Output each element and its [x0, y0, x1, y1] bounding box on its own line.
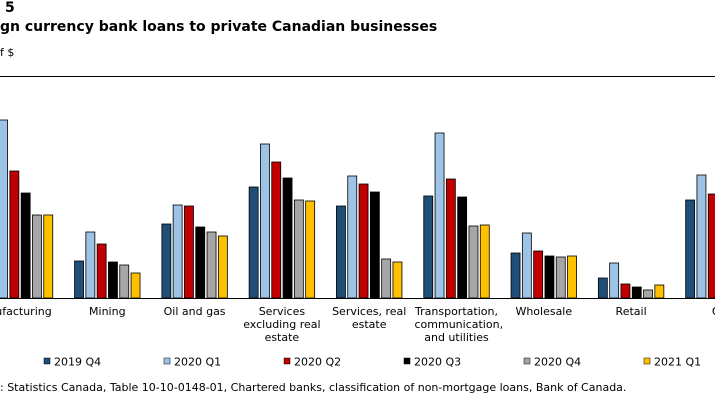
bar: [609, 262, 620, 299]
bar: [248, 186, 259, 299]
x-tick-label: Mining: [89, 305, 126, 318]
bar: [597, 277, 608, 299]
legend-label: 2020 Q3: [414, 356, 461, 369]
bar: [544, 255, 555, 299]
legend-swatch: [523, 357, 531, 365]
bar: [130, 272, 141, 299]
bar: [685, 199, 696, 299]
bar: [336, 205, 346, 299]
legend-swatch: [283, 357, 291, 365]
x-tick-label: Retail: [615, 305, 647, 318]
bar: [620, 283, 631, 299]
bar: [305, 200, 316, 299]
bar: [510, 252, 521, 299]
bar: [381, 258, 392, 299]
bar: [195, 226, 206, 299]
bar: [533, 250, 544, 299]
chart-subtitle: f $: [0, 46, 15, 59]
bar: [358, 183, 369, 299]
legend-label: 2020 Q4: [534, 356, 581, 369]
bar: [445, 178, 456, 299]
bar: [631, 286, 642, 299]
bar: [271, 161, 282, 299]
chart-title: gn currency bank loans to private Canadi…: [0, 19, 438, 35]
x-tick-label: Oil and gas: [163, 305, 226, 318]
legend-swatch: [163, 357, 171, 365]
bar: [392, 261, 403, 299]
bar: [707, 193, 715, 299]
bar: [85, 231, 96, 299]
bar: [567, 255, 577, 299]
x-tick-label: Transportation, communication, and utili…: [414, 305, 504, 344]
bar: [423, 195, 434, 299]
bar: [108, 261, 118, 299]
legend-swatch: [403, 357, 411, 365]
bar: [654, 284, 665, 299]
bar: [260, 143, 270, 299]
bar: [457, 196, 468, 299]
bar: [9, 170, 20, 299]
bar: [0, 119, 8, 299]
bar: [479, 224, 490, 299]
x-tick-label: Services, real estate: [332, 305, 407, 331]
bar: [20, 192, 31, 299]
bar: [32, 214, 42, 299]
bar: [282, 177, 293, 299]
legend-label: 2019 Q4: [54, 356, 101, 369]
bar: [172, 204, 183, 299]
bar: [521, 232, 532, 299]
bar: [347, 175, 358, 299]
bar: [74, 260, 84, 299]
x-tick-label: Wholesale: [515, 305, 573, 318]
legend-label: 2020 Q1: [174, 356, 221, 369]
x-tick-label: nufacturing: [0, 305, 52, 318]
bar: [96, 243, 107, 299]
bar: [161, 223, 172, 299]
bar: [217, 235, 228, 299]
bar: [293, 199, 304, 299]
chart-source: : Statistics Canada, Table 10-10-0148-01…: [0, 381, 627, 394]
legend-label: 2021 Q1: [654, 356, 701, 369]
legend-swatch: [43, 357, 51, 365]
bar: [643, 289, 653, 299]
bar: [468, 225, 479, 299]
x-tick-label: Ot: [676, 305, 715, 318]
bar: [119, 264, 130, 299]
bar: [696, 174, 707, 299]
legend-label: 2020 Q2: [294, 356, 341, 369]
x-tick-label: Services excluding real estate: [243, 305, 321, 344]
legend-swatch: [643, 357, 651, 365]
bar: [184, 205, 194, 299]
bar: [206, 231, 217, 299]
bar: [43, 214, 54, 299]
chart-number: 5: [5, 0, 15, 16]
bar: [369, 191, 380, 299]
bar: [555, 256, 566, 299]
bar: [434, 132, 445, 299]
